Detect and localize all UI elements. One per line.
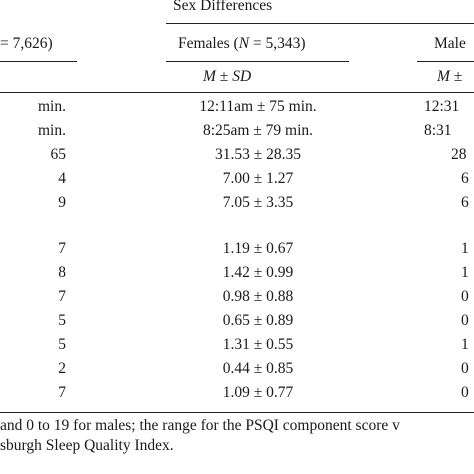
stat-sd: SD [232, 68, 252, 85]
group-rule [166, 23, 474, 24]
table-cell-male: 0 [461, 360, 469, 377]
footnote-line-1: and 0 to 19 for males; the range for the… [0, 417, 400, 434]
table-cell-total: 8 [58, 264, 66, 281]
table-cell-total: 4 [58, 170, 66, 187]
table-cell-total: 2 [58, 360, 66, 377]
table-cell-male: 0 [461, 288, 469, 305]
table-cell-female: 0.98 ± 0.88 [222, 288, 294, 305]
males-header-rule [417, 61, 474, 62]
table-cell-female: 1.09 ± 0.77 [222, 384, 294, 401]
header-bottom-rule [0, 92, 474, 93]
table-cell-female: 1.42 ± 0.99 [222, 264, 294, 281]
table-cell-male: 0 [461, 312, 469, 329]
stat-pm: ± [215, 68, 233, 85]
females-column-header: Females (N = 5,343) [178, 35, 306, 53]
table-cell-male: 12:31 [424, 98, 460, 115]
group-title: Sex Differences [173, 0, 273, 14]
table-cell-total: 5 [58, 336, 66, 353]
table-cell-female: 7.00 ± 1.27 [222, 170, 294, 187]
stat-m: M [203, 68, 216, 85]
table-cell-total: 7 [58, 384, 66, 401]
table-cell-male: 8:31 [424, 122, 452, 139]
total-column-header: = 7,626) [0, 35, 53, 52]
table-cell-female: 31.53 ± 28.35 [214, 146, 301, 163]
table-cell-total: min. [38, 98, 66, 115]
females-label: Females ( [178, 35, 239, 52]
females-n-value: = 5,343) [249, 35, 306, 52]
footnote-line-2: sburgh Sleep Quality Index. [0, 437, 174, 454]
table-cell-female: 1.31 ± 0.55 [222, 336, 294, 353]
table-cell-female: 7.05 ± 3.35 [222, 194, 294, 211]
table-cell-male: 1 [461, 240, 469, 257]
table-cell-total: 7 [58, 240, 66, 257]
total-header-rule [0, 61, 77, 62]
table-cell-total: 65 [50, 146, 67, 163]
table-cell-male: 0 [461, 384, 469, 401]
table-cell-male: 6 [461, 194, 469, 211]
table-cell-total: min. [38, 122, 66, 139]
table-cell-female: 8:25am ± 79 min. [202, 122, 314, 139]
table-cell-female: 1.19 ± 0.67 [222, 240, 294, 257]
females-n-symbol: N [238, 35, 250, 52]
table-cell-female: 0.44 ± 0.85 [222, 360, 294, 377]
table-bottom-rule [0, 412, 474, 413]
table-cell-female: 12:11am ± 75 min. [199, 98, 317, 115]
males-stat-header: M ± [437, 68, 463, 85]
females-stat-header: M ± SD [203, 68, 251, 86]
table-cell-total: 7 [58, 288, 66, 305]
table-cell-female: 0.65 ± 0.89 [222, 312, 294, 329]
females-header-rule [166, 61, 349, 62]
table-cell-male: 1 [461, 336, 469, 353]
table-cell-total: 5 [58, 312, 66, 329]
table-cell-male: 6 [461, 170, 469, 187]
males-column-header: Male [434, 35, 466, 52]
table-cell-male: 1 [461, 264, 469, 281]
table-cell-male: 28 [451, 146, 467, 163]
table-cell-total: 9 [58, 194, 66, 211]
